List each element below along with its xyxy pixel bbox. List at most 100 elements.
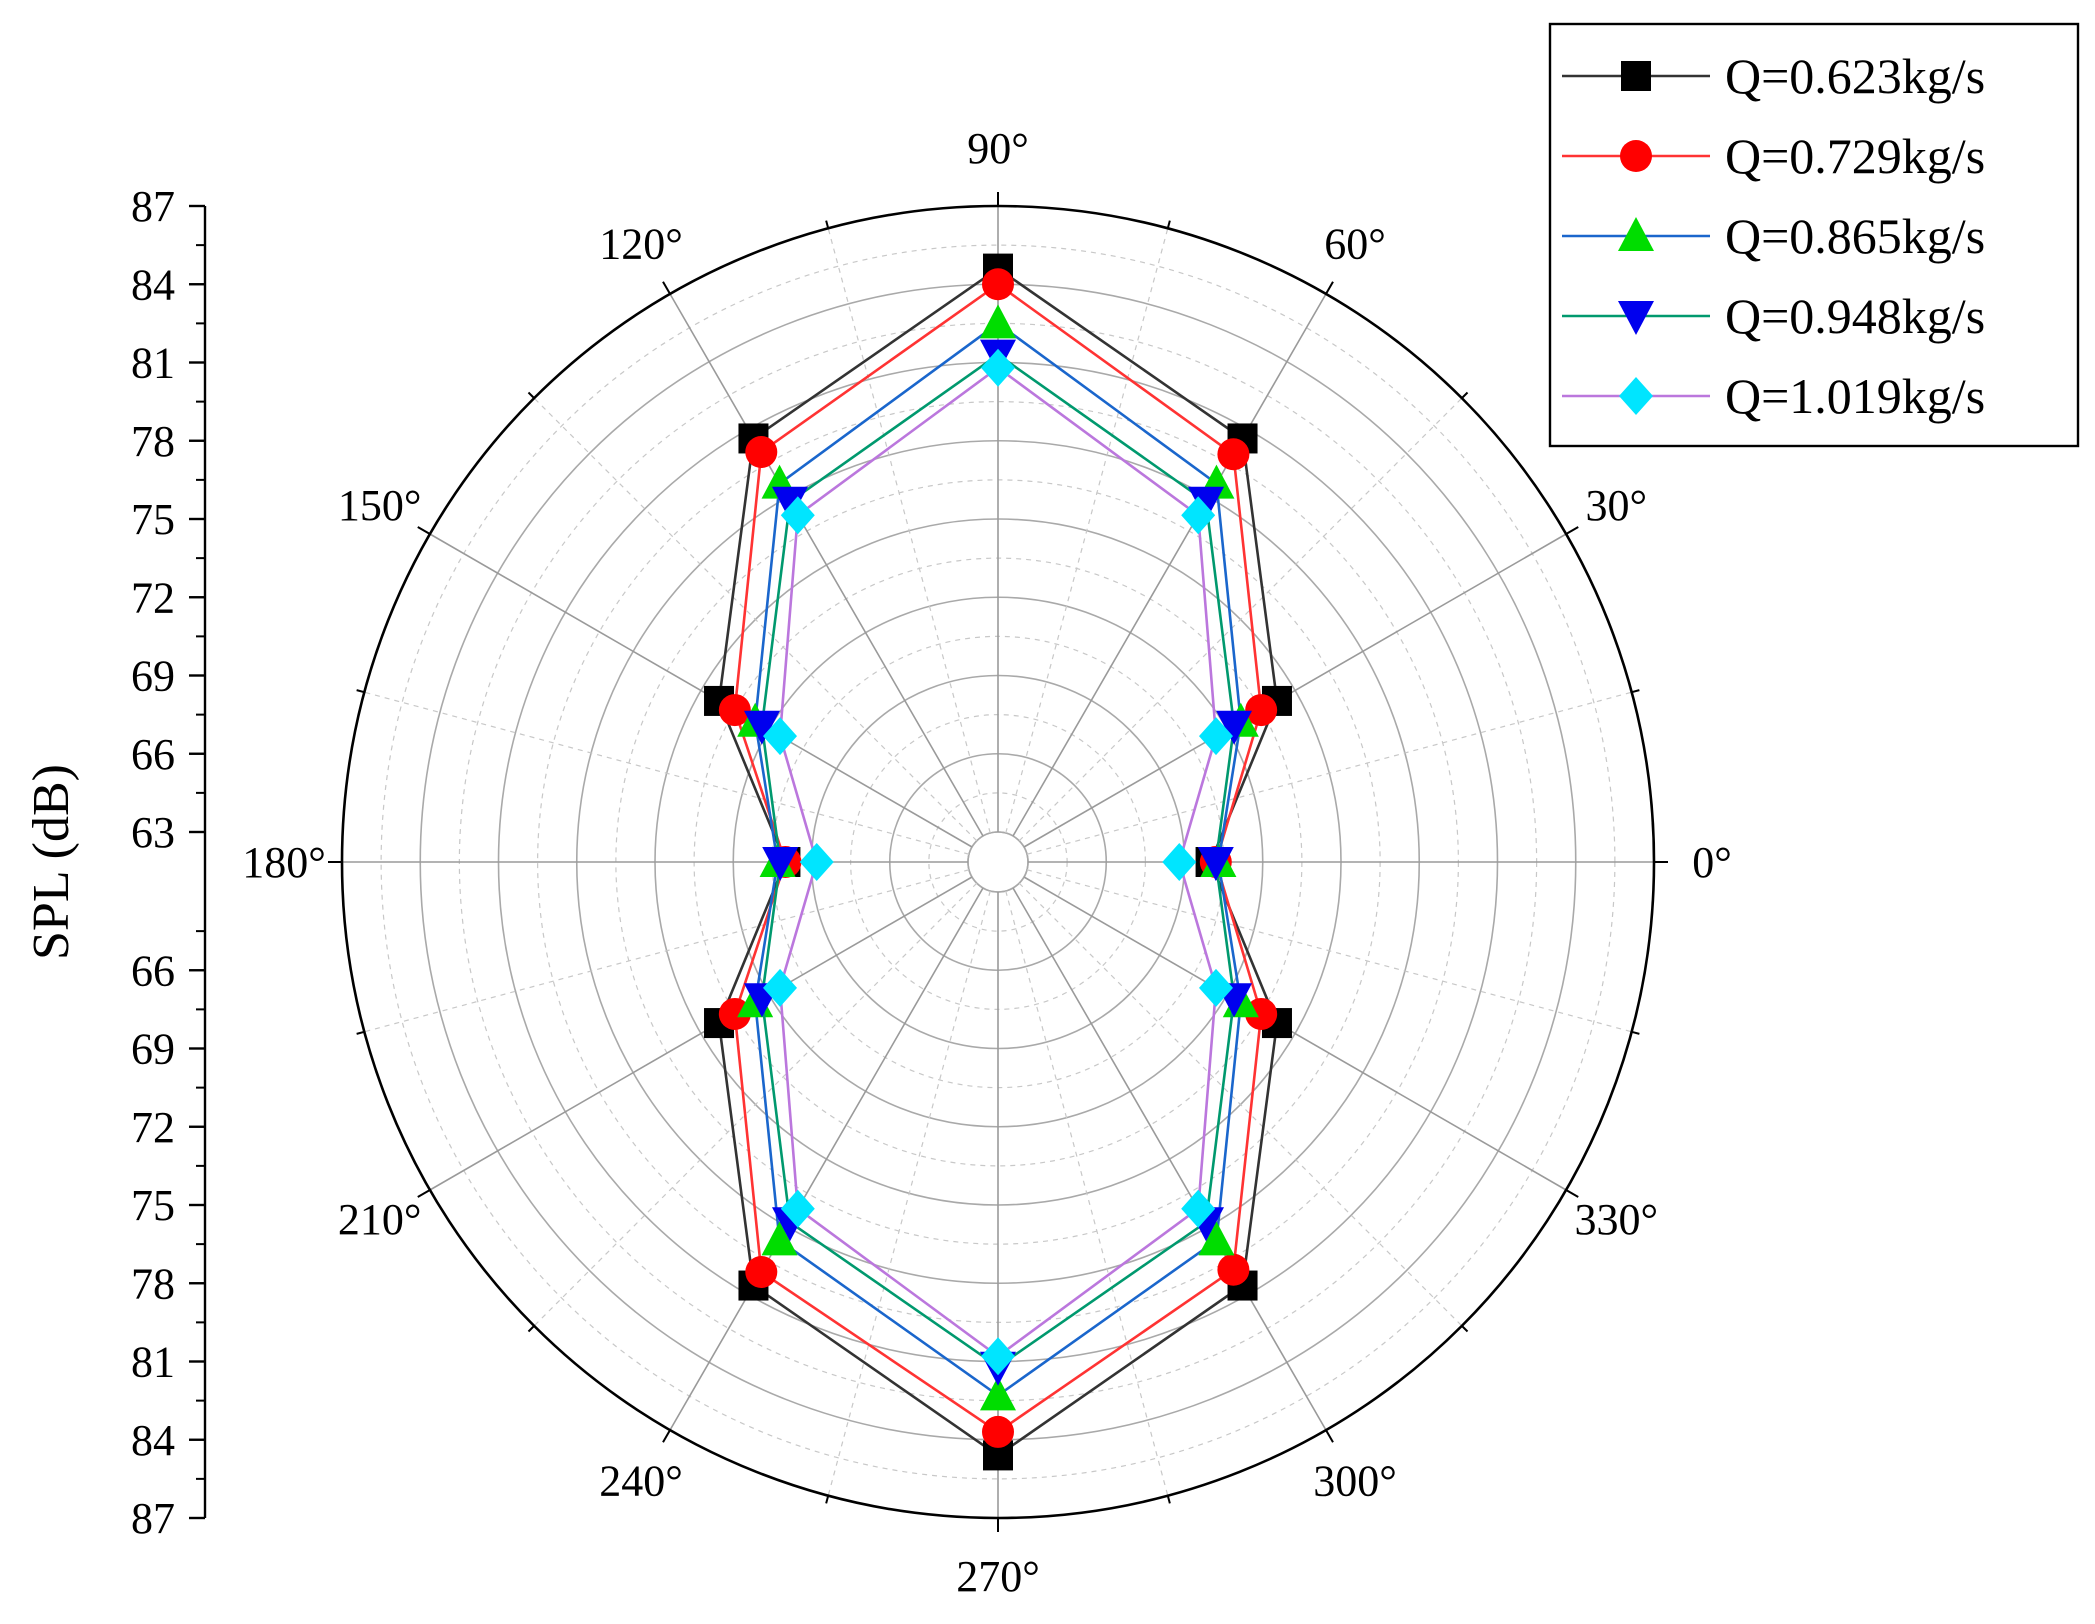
data-point: [1181, 1189, 1216, 1228]
angle-label: 330°: [1575, 1195, 1659, 1244]
legend: Q=0.623kg/s Q=0.729kg/s Q=0.865kg/s Q=0.948…: [1548, 22, 2080, 448]
minor-grid-spoke: [1005, 890, 1169, 1496]
data-point: [1619, 377, 1653, 415]
angle-label: 90°: [967, 124, 1029, 173]
angle-label: 180°: [242, 838, 326, 887]
data-point: [1217, 1253, 1250, 1286]
polar-grid: [328, 192, 1668, 1532]
minor-grid-spoke: [1005, 228, 1169, 834]
legend-label: Q=0.623kg/s: [1725, 48, 1985, 104]
series-2: [718, 268, 1278, 1448]
data-point: [1198, 968, 1233, 1007]
data-point: [1181, 496, 1216, 535]
y-axis-title: SPL (dB): [23, 764, 80, 960]
data-point: [745, 436, 778, 469]
tick-label: 81: [131, 339, 175, 388]
angle-label: 0°: [1692, 838, 1732, 887]
minor-grid-spoke: [827, 228, 991, 834]
outer-tick-mark: [1565, 526, 1579, 535]
outer-tick-mark: [1631, 689, 1640, 694]
minor-grid-spoke: [1018, 397, 1463, 842]
tick-label: 78: [131, 1259, 175, 1308]
outer-tick-mark: [1166, 1495, 1171, 1504]
data-point: [745, 1255, 778, 1288]
outer-tick-mark: [1166, 220, 1171, 229]
data-point: [771, 486, 808, 521]
data-point: [743, 710, 780, 745]
data-point: [799, 843, 834, 881]
angle-labels: 0° 30° 60° 90° 120° 150° 180° 210° 240° 270° 300° 3…: [242, 124, 1732, 1601]
angle-label: 60°: [1324, 220, 1386, 269]
major-grid-spoke: [1023, 533, 1567, 848]
angle-label: 30°: [1586, 481, 1648, 530]
outer-tick-mark: [417, 1189, 431, 1198]
data-point: [1618, 217, 1654, 251]
radial-axis: 87 84 81 78 75 72 69 66 63 66 69 72 75 78 81 84 87 SPL (d…: [23, 182, 207, 1543]
legend-entry-5: Q=1.019kg/s: [1562, 368, 1985, 424]
data-point: [981, 348, 1015, 387]
tick-label: 72: [131, 573, 175, 622]
data-point: [1198, 717, 1233, 756]
angle-label: 150°: [338, 481, 422, 530]
tick-label: 72: [131, 1103, 175, 1152]
outer-tick-mark: [527, 1325, 535, 1333]
outer-tick-mark: [825, 1495, 830, 1504]
tick-label: 69: [131, 1025, 175, 1074]
series-5: [763, 348, 1233, 1376]
data-point: [780, 1189, 815, 1228]
center-grid-circle: [967, 831, 1029, 893]
data-point: [980, 304, 1016, 339]
major-grid-spoke: [669, 293, 984, 837]
legend-entry-2: Q=0.729kg/s: [1562, 128, 1985, 184]
major-grid-spoke: [1012, 887, 1327, 1431]
data-point: [982, 268, 1014, 301]
data-point: [981, 1337, 1015, 1376]
tick-label: 75: [131, 1181, 175, 1230]
major-grid-spoke: [429, 876, 973, 1191]
outer-tick-mark: [662, 281, 671, 295]
tick-label: 69: [131, 652, 175, 701]
outer-tick-mark: [1325, 1429, 1334, 1443]
minor-grid-spoke: [533, 882, 978, 1327]
data-point: [982, 1415, 1014, 1448]
tick-label: 87: [131, 182, 175, 231]
tick-label: 63: [131, 808, 175, 857]
outer-tick-mark: [1631, 1030, 1640, 1035]
outer-tick-mark: [1565, 1189, 1579, 1198]
data-point: [763, 717, 798, 756]
outer-tick-mark: [1461, 391, 1469, 399]
data-point: [1620, 140, 1652, 172]
data-point: [718, 694, 751, 727]
tick-label: 66: [131, 730, 175, 779]
tick-label: 81: [131, 1338, 175, 1387]
angle-label: 270°: [956, 1552, 1040, 1601]
outer-tick-mark: [1325, 281, 1334, 295]
legend-label: Q=1.019kg/s: [1725, 368, 1985, 424]
major-grid-spoke: [429, 533, 973, 848]
tick-label: 78: [131, 417, 175, 466]
data-point: [1198, 1221, 1235, 1256]
outer-tick-mark: [1461, 1325, 1469, 1333]
minor-grid-spoke: [364, 691, 970, 855]
outer-tick-mark: [356, 689, 365, 694]
angle-label: 300°: [1313, 1456, 1397, 1505]
data-point: [780, 496, 815, 535]
data-point: [1245, 997, 1278, 1030]
tick-label: 84: [131, 260, 175, 309]
data-point: [1162, 843, 1197, 881]
angle-label: 210°: [338, 1195, 422, 1244]
outer-tick-mark: [356, 1030, 365, 1035]
outer-tick-mark: [662, 1429, 671, 1443]
minor-grid-spoke: [533, 397, 978, 842]
outer-tick-mark: [417, 526, 431, 535]
minor-grid-spoke: [1026, 869, 1632, 1033]
major-grid-spoke: [1012, 293, 1327, 837]
data-point: [763, 968, 798, 1007]
minor-grid-spoke: [1026, 691, 1632, 855]
legend-entry-3: Q=0.865kg/s: [1562, 208, 1985, 264]
legend-label: Q=0.729kg/s: [1725, 128, 1985, 184]
minor-grid-spoke: [364, 869, 970, 1033]
major-grid-spoke: [1023, 876, 1567, 1191]
data-point: [1188, 486, 1225, 521]
